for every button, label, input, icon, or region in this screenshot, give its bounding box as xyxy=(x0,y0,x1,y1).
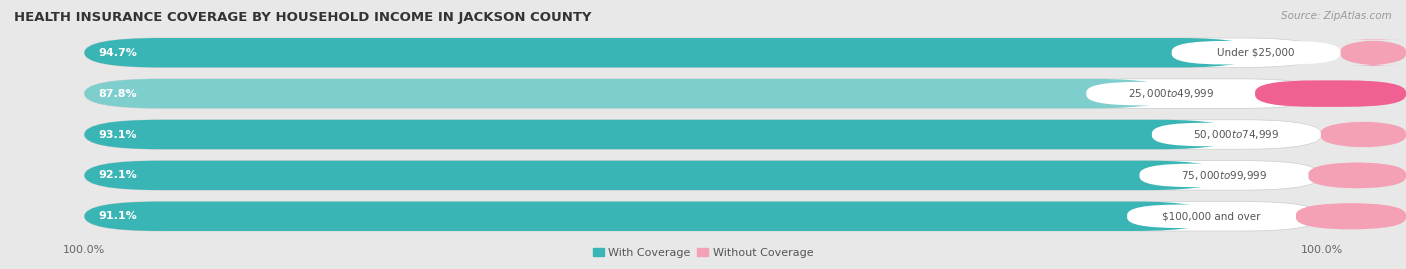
FancyBboxPatch shape xyxy=(84,38,1322,68)
FancyBboxPatch shape xyxy=(1087,82,1256,105)
FancyBboxPatch shape xyxy=(84,201,1212,231)
Text: 87.8%: 87.8% xyxy=(98,89,136,99)
Text: 94.7%: 94.7% xyxy=(98,48,138,58)
Text: 91.1%: 91.1% xyxy=(98,211,138,221)
FancyBboxPatch shape xyxy=(1320,121,1406,148)
Text: $100,000 and over: $100,000 and over xyxy=(1163,211,1261,221)
FancyBboxPatch shape xyxy=(84,161,1322,190)
FancyBboxPatch shape xyxy=(1256,80,1406,107)
FancyBboxPatch shape xyxy=(1340,40,1406,66)
Text: 100.0%: 100.0% xyxy=(63,245,105,255)
FancyBboxPatch shape xyxy=(84,201,1322,231)
FancyBboxPatch shape xyxy=(84,79,1322,108)
Text: Under $25,000: Under $25,000 xyxy=(1218,48,1295,58)
FancyBboxPatch shape xyxy=(1152,123,1320,146)
FancyBboxPatch shape xyxy=(84,79,1171,108)
FancyBboxPatch shape xyxy=(84,120,1322,149)
Text: 93.1%: 93.1% xyxy=(98,129,136,140)
Legend: With Coverage, Without Coverage: With Coverage, Without Coverage xyxy=(588,243,818,262)
FancyBboxPatch shape xyxy=(1128,204,1296,228)
FancyBboxPatch shape xyxy=(1296,203,1406,229)
FancyBboxPatch shape xyxy=(1171,41,1340,65)
Text: $50,000 to $74,999: $50,000 to $74,999 xyxy=(1194,128,1279,141)
Text: HEALTH INSURANCE COVERAGE BY HOUSEHOLD INCOME IN JACKSON COUNTY: HEALTH INSURANCE COVERAGE BY HOUSEHOLD I… xyxy=(14,11,592,24)
FancyBboxPatch shape xyxy=(1139,164,1308,187)
FancyBboxPatch shape xyxy=(84,161,1223,190)
Text: 92.1%: 92.1% xyxy=(98,170,138,180)
Text: 100.0%: 100.0% xyxy=(1301,245,1343,255)
Text: Source: ZipAtlas.com: Source: ZipAtlas.com xyxy=(1281,11,1392,21)
Text: $25,000 to $49,999: $25,000 to $49,999 xyxy=(1128,87,1213,100)
FancyBboxPatch shape xyxy=(1308,162,1406,189)
FancyBboxPatch shape xyxy=(84,120,1236,149)
Text: $75,000 to $99,999: $75,000 to $99,999 xyxy=(1181,169,1267,182)
FancyBboxPatch shape xyxy=(84,38,1256,68)
